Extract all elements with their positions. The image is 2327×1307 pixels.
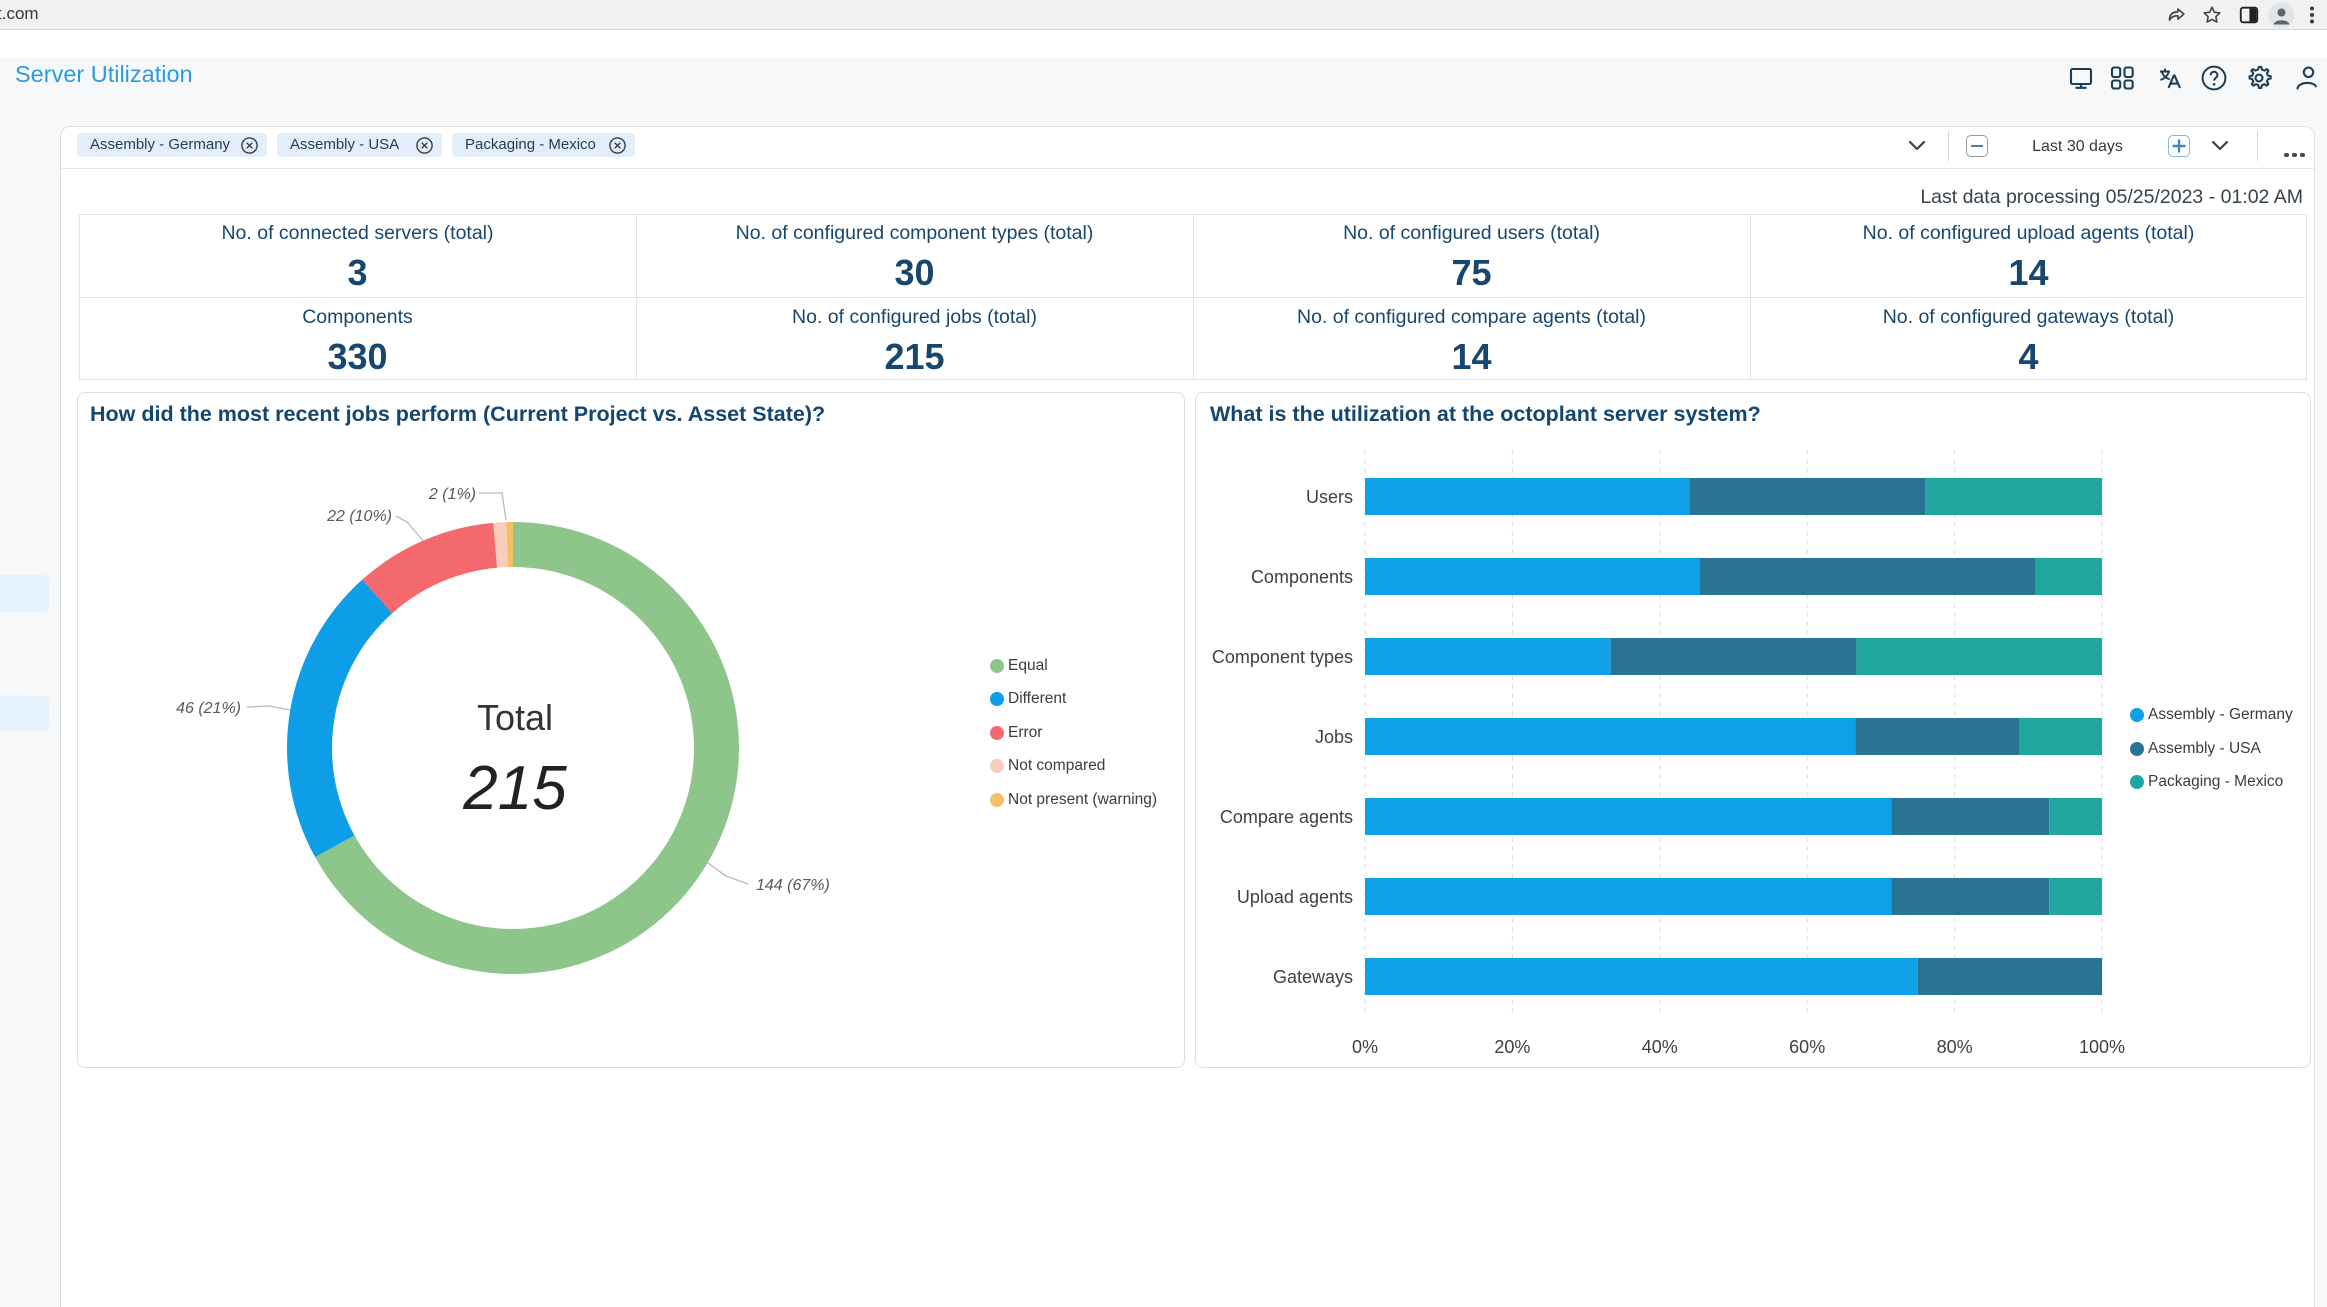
svg-text:20%: 20%: [1494, 1037, 1530, 1057]
svg-text:Total: Total: [477, 697, 553, 738]
svg-text:Users: Users: [1306, 487, 1353, 507]
svg-text:46 (21%): 46 (21%): [176, 700, 241, 717]
svg-text:60%: 60%: [1789, 1037, 1825, 1057]
svg-text:2 (1%): 2 (1%): [428, 486, 476, 503]
svg-text:Upload agents: Upload agents: [1237, 887, 1353, 907]
svg-text:144 (67%): 144 (67%): [756, 877, 830, 894]
svg-text:215: 215: [462, 754, 567, 823]
svg-text:Components: Components: [1251, 567, 1353, 587]
svg-text:22 (10%): 22 (10%): [326, 508, 392, 525]
svg-text:Gateways: Gateways: [1273, 967, 1353, 987]
svg-text:Jobs: Jobs: [1315, 727, 1353, 747]
svg-text:100%: 100%: [2079, 1037, 2125, 1057]
svg-text:80%: 80%: [1937, 1037, 1973, 1057]
svg-text:Component types: Component types: [1212, 647, 1353, 667]
svg-text:Compare agents: Compare agents: [1220, 807, 1353, 827]
svg-text:0%: 0%: [1352, 1037, 1378, 1057]
svg-text:40%: 40%: [1642, 1037, 1678, 1057]
